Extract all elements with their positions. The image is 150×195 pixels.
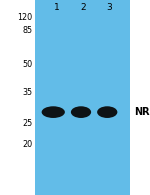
Text: 20: 20 xyxy=(22,140,32,149)
Text: 50: 50 xyxy=(22,60,32,69)
Ellipse shape xyxy=(42,106,65,118)
Text: 1: 1 xyxy=(54,3,60,12)
Text: NRL: NRL xyxy=(134,107,150,117)
Text: 2: 2 xyxy=(80,3,86,12)
Text: 35: 35 xyxy=(22,88,32,97)
Text: 25: 25 xyxy=(22,119,32,128)
Text: 3: 3 xyxy=(107,3,112,12)
Text: 120: 120 xyxy=(17,13,32,22)
Ellipse shape xyxy=(97,106,117,118)
Text: 85: 85 xyxy=(22,26,32,35)
Ellipse shape xyxy=(71,106,91,118)
FancyBboxPatch shape xyxy=(35,0,130,195)
